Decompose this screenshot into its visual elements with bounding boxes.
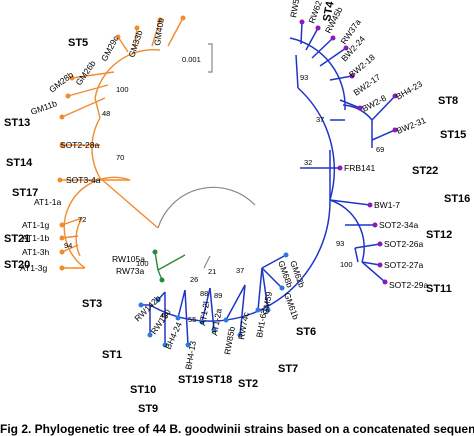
leaf-label: BW2-8 xyxy=(360,93,388,114)
st-labels: ST4 ST8 ST15 ST22 ST16 ST12 ST11 ST6 ST7… xyxy=(4,0,470,415)
leaf-label: BH4-24 xyxy=(163,320,184,351)
leaf-label: AT1-1b xyxy=(22,233,50,243)
bootstrap-value: 21 xyxy=(208,267,216,276)
leaf-label: RW85b xyxy=(222,326,237,356)
bootstrap-value: 94 xyxy=(64,241,72,250)
scale-bar xyxy=(208,43,213,73)
leaf-label: AT1-2a xyxy=(209,308,224,337)
leaf-label: SOT3-4a xyxy=(66,175,101,185)
st-label: ST4 xyxy=(321,0,336,23)
st-label: ST11 xyxy=(426,283,452,295)
st-label: ST17 xyxy=(12,187,38,199)
st-label: ST21 xyxy=(4,233,30,245)
leaf-label: AT1-3h xyxy=(22,247,50,257)
leaf-label: RW73a xyxy=(116,266,144,276)
leaf-label: RW105a xyxy=(112,254,145,264)
leaf-label: FRB141 xyxy=(344,163,375,173)
leaf-label: GM29c xyxy=(99,33,121,63)
st-label: ST20 xyxy=(4,259,30,271)
leaf-label: SOT2-26a xyxy=(384,239,423,249)
leaf-label: GM26b xyxy=(73,58,97,87)
orange-clade xyxy=(60,17,184,269)
bootstrap-value: 93 xyxy=(336,239,344,248)
st-label: ST9 xyxy=(138,403,158,415)
leaf-label: AT1-1a xyxy=(34,197,62,207)
leaf-label: RW53b xyxy=(288,0,303,18)
bootstrap-value: 32 xyxy=(304,158,312,167)
root-arc xyxy=(157,186,256,229)
leaf-label: AT1-2l xyxy=(197,300,211,326)
leaf-label: GM59 xyxy=(260,291,274,316)
leaf-label: GM11b xyxy=(29,98,58,117)
leaf-label: AT1-3g xyxy=(20,263,48,273)
st-label: ST2 xyxy=(238,378,258,390)
leaf-label: GM61b xyxy=(282,291,301,321)
bootstrap-value: 100 xyxy=(136,259,149,268)
bootstrap-value: 89 xyxy=(214,291,222,300)
st-label: ST8 xyxy=(438,95,458,107)
st-label: ST1 xyxy=(102,349,122,361)
blue-tips xyxy=(299,19,398,285)
strain-labels: RW53b RW62 RW45b RW37a BW2-24 BW2-18 BW2… xyxy=(20,0,428,370)
bootstrap-value: 100 xyxy=(340,260,353,269)
bootstrap-values: 100 48 70 72 94 100 93 37 32 69 93 100 3… xyxy=(64,73,384,324)
bootstrap-value: 26 xyxy=(190,275,198,284)
leaf-label: BW2-31 xyxy=(395,115,427,136)
blue-tips-cyan xyxy=(138,252,289,348)
leaf-label: BH1-63 xyxy=(254,308,269,338)
bootstrap-value: 48 xyxy=(102,109,110,118)
bootstrap-value: 69 xyxy=(376,145,384,154)
leaf-label: GM33b xyxy=(126,29,144,59)
leaf-label: SOT2-34a xyxy=(379,220,418,230)
st-label: ST13 xyxy=(4,117,30,129)
leaf-label: BH4-13 xyxy=(183,340,198,370)
st-label: ST12 xyxy=(426,229,452,241)
leaf-label: SOT2-29a xyxy=(389,280,428,290)
st-label: ST18 xyxy=(206,374,232,386)
bootstrap-value: 42 xyxy=(160,311,168,320)
root-stub xyxy=(203,255,211,269)
leaf-label: SOT2-28a xyxy=(60,140,99,150)
st-label: ST16 xyxy=(444,193,470,205)
st-label: ST6 xyxy=(296,326,316,338)
bootstrap-value: 37 xyxy=(236,266,244,275)
st-label: ST7 xyxy=(278,363,298,375)
figure-caption: Fig 2. Phylogenetic tree of 44 B. goodwi… xyxy=(0,422,474,436)
scale-bar-label: 0.001 xyxy=(182,55,201,64)
leaf-label: BW1-7 xyxy=(374,200,400,210)
bootstrap-value: 37 xyxy=(316,115,324,124)
bootstrap-value: 88 xyxy=(200,289,208,298)
st-label: ST5 xyxy=(68,37,88,49)
st-label: ST19 xyxy=(178,374,204,386)
blue-clade xyxy=(141,21,396,346)
bootstrap-value: 55 xyxy=(188,315,196,324)
st-label: ST10 xyxy=(130,384,156,396)
leaf-label: RW74c xyxy=(236,311,251,341)
bootstrap-value: 70 xyxy=(116,153,124,162)
st-label: ST22 xyxy=(412,165,438,177)
leaf-label: AT1-1g xyxy=(22,220,50,230)
orange-tips xyxy=(57,15,186,271)
st-label: ST3 xyxy=(82,298,102,310)
leaf-label: GM40b xyxy=(152,17,166,46)
st-label: ST14 xyxy=(6,157,33,169)
bootstrap-value: 93 xyxy=(300,73,308,82)
bootstrap-value: 100 xyxy=(116,85,129,94)
green-clade xyxy=(152,249,186,283)
bootstrap-value: 72 xyxy=(78,215,86,224)
st-label: ST15 xyxy=(440,129,466,141)
leaf-label: GM28b xyxy=(47,69,75,94)
leaf-label: SOT2-27a xyxy=(384,260,423,270)
leaf-label: BH4-23 xyxy=(394,79,424,102)
